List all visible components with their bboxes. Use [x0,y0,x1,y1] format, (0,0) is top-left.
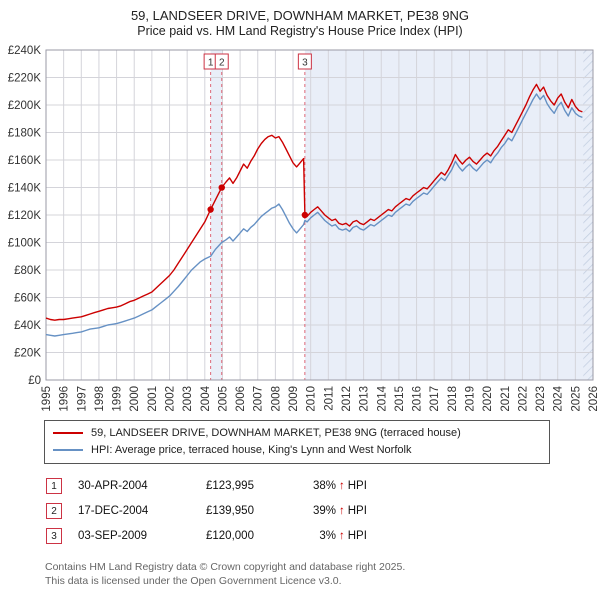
sale-points [207,184,309,219]
svg-text:£220K: £220K [8,72,42,84]
hpi-percent: 38% [312,480,336,493]
legend-item-hpi: HPI: Average price, terraced house, King… [53,442,541,459]
table-row: 2 17-DEC-2004 £139,950 39% ↑ HPI [46,499,600,524]
hpi-percent: 39% [312,505,336,518]
sale-date: 17-DEC-2004 [78,505,149,518]
sale-hpi-delta: 38% ↑ HPI [302,480,367,492]
sale-number-badge: 3 [46,528,62,545]
svg-text:2024: 2024 [553,385,565,411]
svg-text:2005: 2005 [217,386,229,412]
svg-text:2017: 2017 [429,386,441,412]
table-row: 3 03-SEP-2009 £120,000 3% ↑ HPI [46,524,600,549]
svg-text:2004: 2004 [200,385,212,411]
sale-number-badge: 1 [46,478,62,495]
sale-price: £139,950 [206,505,254,518]
sale-date: 30-APR-2004 [78,480,148,493]
svg-text:2001: 2001 [147,386,159,412]
chart-header: 59, LANDSEER DRIVE, DOWNHAM MARKET, PE38… [0,0,600,40]
svg-text:2020: 2020 [482,386,494,412]
footer-line-2: This data is licensed under the Open Gov… [45,574,342,587]
svg-text:1999: 1999 [112,386,124,412]
svg-text:£0: £0 [28,375,41,387]
svg-text:£120K: £120K [8,210,42,222]
x-axis-labels: 1995 1996 1997 1998 1999 2000 2001 2002 2003 2004… [41,385,600,411]
sale-hpi-delta: 3% ↑ HPI [302,530,367,542]
sale-date: 03-SEP-2009 [78,530,148,543]
svg-text:2013: 2013 [359,386,371,412]
legend-item-property: 59, LANDSEER DRIVE, DOWNHAM MARKET, PE38… [53,425,541,442]
plot-border [45,49,594,381]
page-title: 59, LANDSEER DRIVE, DOWNHAM MARKET, PE38… [130,8,470,23]
chart-legend: 59, LANDSEER DRIVE, DOWNHAM MARKET, PE38… [44,419,550,464]
svg-text:2014: 2014 [376,385,388,411]
svg-text:2015: 2015 [394,386,406,412]
sale-hpi-delta: 39% ↑ HPI [302,505,367,517]
svg-text:2021: 2021 [500,386,512,412]
svg-text:1: 1 [208,57,214,68]
svg-text:2: 2 [219,57,225,68]
svg-text:2008: 2008 [270,386,282,412]
svg-text:1998: 1998 [94,386,106,412]
svg-text:2002: 2002 [165,386,177,412]
grid [45,49,594,381]
svg-text:£60K: £60K [14,292,41,304]
svg-text:2025: 2025 [570,386,582,412]
svg-text:3: 3 [302,57,308,68]
svg-text:1997: 1997 [76,386,88,412]
svg-text:2023: 2023 [535,386,547,412]
price-chart-svg: 1 2 3 £0 £20K £40K £60K £80K £100K £120K £140K £160… [8,45,600,412]
svg-text:2019: 2019 [464,386,476,412]
sale-number-badge: 2 [46,503,62,520]
property-price-line [45,83,583,321]
svg-text:£200K: £200K [8,100,42,112]
svg-text:£100K: £100K [8,237,42,249]
hpi-line-swatch [53,449,83,452]
legend-label-property: 59, LANDSEER DRIVE, DOWNHAM MARKET, PE38… [91,427,461,440]
svg-text:£140K: £140K [8,182,42,194]
hpi-label: HPI [347,530,367,543]
hpi-percent: 3% [319,530,336,543]
svg-text:2006: 2006 [235,386,247,412]
svg-text:1996: 1996 [59,386,71,412]
svg-text:£20K: £20K [14,347,41,359]
svg-text:2003: 2003 [182,386,194,412]
svg-text:£160K: £160K [8,155,42,167]
up-arrow-icon: ↑ [339,480,345,493]
svg-text:2011: 2011 [323,386,335,411]
sale-price: £123,995 [206,480,254,493]
svg-text:2010: 2010 [306,386,318,412]
svg-text:2012: 2012 [341,386,353,412]
transactions-table: 1 30-APR-2004 £123,995 38% ↑ HPI 2 17-DEC-… [46,474,600,549]
svg-text:2022: 2022 [517,386,529,412]
up-arrow-icon: ↑ [339,530,345,543]
svg-text:£40K: £40K [14,320,41,332]
svg-text:2018: 2018 [447,386,459,412]
svg-text:£80K: £80K [14,265,41,277]
svg-text:2009: 2009 [288,386,300,412]
page-subtitle: Price paid vs. HM Land Registry's House … [137,24,463,39]
svg-text:£240K: £240K [8,45,42,57]
svg-text:2016: 2016 [412,386,424,412]
hpi-line [45,93,583,337]
license-footer: Contains HM Land Registry data © Crown c… [45,561,600,588]
svg-text:1995: 1995 [41,386,53,412]
legend-label-hpi: HPI: Average price, terraced house, King… [91,444,412,457]
hpi-label: HPI [347,505,367,518]
property-line-swatch [53,432,83,435]
svg-text:2007: 2007 [253,386,265,412]
svg-text:2000: 2000 [129,386,141,412]
svg-text:2026: 2026 [588,386,600,412]
footer-line-1: Contains HM Land Registry data © Crown c… [45,560,406,573]
sale-price: £120,000 [206,530,254,543]
up-arrow-icon: ↑ [339,505,345,518]
hpi-label: HPI [347,480,367,493]
y-axis-labels: £0 £20K £40K £60K £80K £100K £120K £140K £160K £1… [8,45,42,387]
svg-text:£180K: £180K [8,127,42,139]
table-row: 1 30-APR-2004 £123,995 38% ↑ HPI [46,474,600,499]
